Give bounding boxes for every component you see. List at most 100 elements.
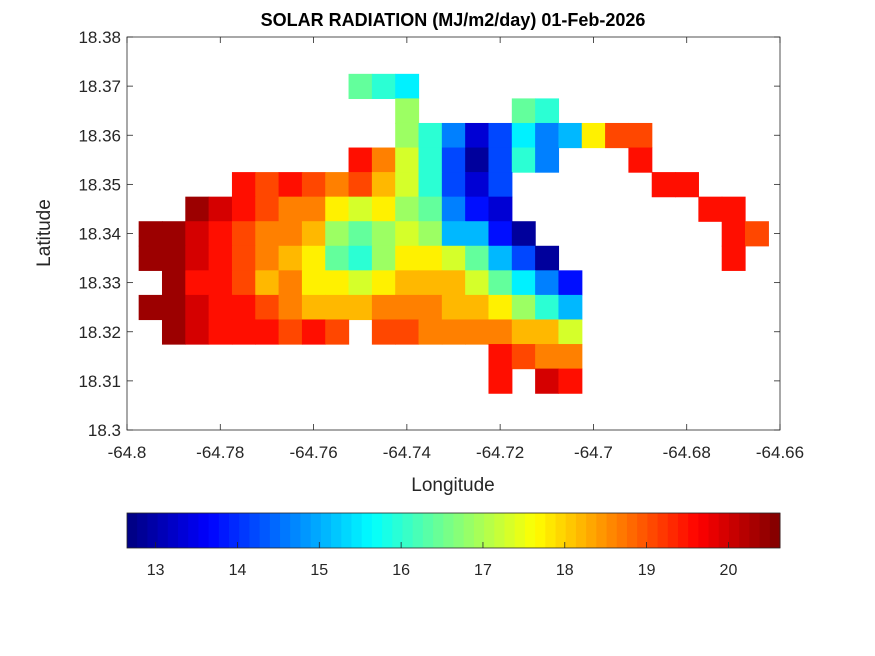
heatmap-cell xyxy=(441,122,466,149)
x-tick-label: -64.7 xyxy=(574,443,613,462)
heatmap-cell xyxy=(511,98,536,124)
colorbar-step xyxy=(341,513,352,548)
heatmap-cell xyxy=(465,294,490,321)
colorbar-step xyxy=(127,513,138,548)
heatmap-cell xyxy=(255,245,280,271)
y-tick-label: 18.32 xyxy=(78,323,121,342)
heatmap-cell xyxy=(161,294,186,321)
colorbar-step xyxy=(453,513,465,548)
heatmap-cell xyxy=(488,319,513,345)
colorbar-step xyxy=(320,513,332,548)
x-tick-label: -64.78 xyxy=(196,443,244,462)
colorbar-step xyxy=(249,513,261,548)
heatmap-cell xyxy=(301,294,326,321)
colorbar-step xyxy=(484,513,495,548)
heatmap-cell xyxy=(558,344,583,370)
heatmap-cell xyxy=(255,319,280,345)
heatmap-cell xyxy=(535,270,560,296)
heatmap-cell xyxy=(325,221,350,247)
y-tick-label: 18.37 xyxy=(78,77,121,96)
heatmap-cell xyxy=(185,245,210,271)
heatmap-cell xyxy=(208,221,233,247)
heatmap-cell xyxy=(161,245,186,271)
heatmap-cell xyxy=(371,270,396,296)
heatmap-cell xyxy=(395,319,420,345)
heatmap-cell xyxy=(301,221,326,247)
colorbar-tick-label: 13 xyxy=(147,562,165,579)
heatmap-cell xyxy=(721,196,746,222)
heatmap-cell xyxy=(488,196,513,222)
colorbar-step xyxy=(280,513,291,548)
heatmap-cell xyxy=(185,221,210,247)
x-axis-label: Longitude xyxy=(411,475,494,496)
heatmap-cell xyxy=(231,221,256,247)
colorbar-step xyxy=(535,513,546,548)
colorbar-step xyxy=(494,513,506,548)
colorbar-box xyxy=(126,512,781,549)
heatmap-cell xyxy=(488,122,513,149)
heatmap-cell xyxy=(208,270,233,296)
heatmap-cells xyxy=(138,73,769,394)
colorbar-step xyxy=(555,513,567,548)
colorbar-tick-label: 19 xyxy=(638,562,656,579)
colorbar-step xyxy=(667,513,679,548)
heatmap-cell xyxy=(395,245,420,271)
colorbar-step xyxy=(218,513,230,548)
heatmap-cell xyxy=(278,294,303,321)
heatmap-cell xyxy=(488,294,513,321)
colorbar-step xyxy=(208,513,220,548)
heatmap-cell xyxy=(465,122,490,149)
y-tick-label: 18.38 xyxy=(78,28,121,47)
colorbar-step xyxy=(718,513,730,548)
heatmap-cell xyxy=(371,73,396,100)
heatmap-cell xyxy=(371,172,396,198)
heatmap-cell xyxy=(395,221,420,247)
colorbar-step xyxy=(565,513,577,548)
colorbar-step xyxy=(504,513,516,548)
heatmap-cell xyxy=(185,196,210,222)
heatmap-cell xyxy=(301,172,326,198)
heatmap-cell xyxy=(231,319,256,345)
heatmap-cell xyxy=(278,196,303,222)
colorbar-tick-label: 18 xyxy=(556,562,574,579)
heatmap-cell xyxy=(418,221,443,247)
heatmap-cell xyxy=(348,270,373,296)
heatmap-cell xyxy=(651,172,676,198)
colorbar-step xyxy=(239,513,250,548)
heatmap-cell xyxy=(511,344,536,370)
heatmap-cell xyxy=(395,172,420,198)
heatmap-cell xyxy=(395,294,420,321)
heatmap-cell xyxy=(511,147,536,173)
colorbar-step xyxy=(514,513,526,548)
colorbar-step xyxy=(657,513,669,548)
colorbar-step xyxy=(749,513,761,548)
heatmap-cell xyxy=(441,294,466,321)
heatmap-cell xyxy=(488,172,513,198)
colorbar-step xyxy=(616,513,628,548)
colorbar-step xyxy=(463,513,475,548)
colorbar-step xyxy=(412,513,424,548)
heatmap-cell xyxy=(558,294,583,321)
heatmap-cell xyxy=(301,319,326,345)
heatmap-cell xyxy=(138,221,163,247)
colorbar-step xyxy=(433,513,444,548)
heatmap-cell xyxy=(325,196,350,222)
heatmap-cell xyxy=(535,344,560,370)
x-tick-label: -64.8 xyxy=(108,443,147,462)
heatmap-cell xyxy=(301,270,326,296)
heatmap-cell xyxy=(535,147,560,173)
heatmap-cell xyxy=(231,294,256,321)
colorbar-step xyxy=(147,513,159,548)
heatmap-cell xyxy=(185,294,210,321)
heatmap-cell xyxy=(348,172,373,198)
colorbar-step xyxy=(728,513,740,548)
heatmap-cell xyxy=(161,270,186,296)
heatmap-cell xyxy=(511,270,536,296)
colorbar-step xyxy=(545,513,557,548)
heatmap-cell xyxy=(138,294,163,321)
heatmap-cell xyxy=(395,196,420,222)
colorbar-step xyxy=(647,513,659,548)
heatmap-cell xyxy=(161,221,186,247)
heatmap-cell xyxy=(208,319,233,345)
